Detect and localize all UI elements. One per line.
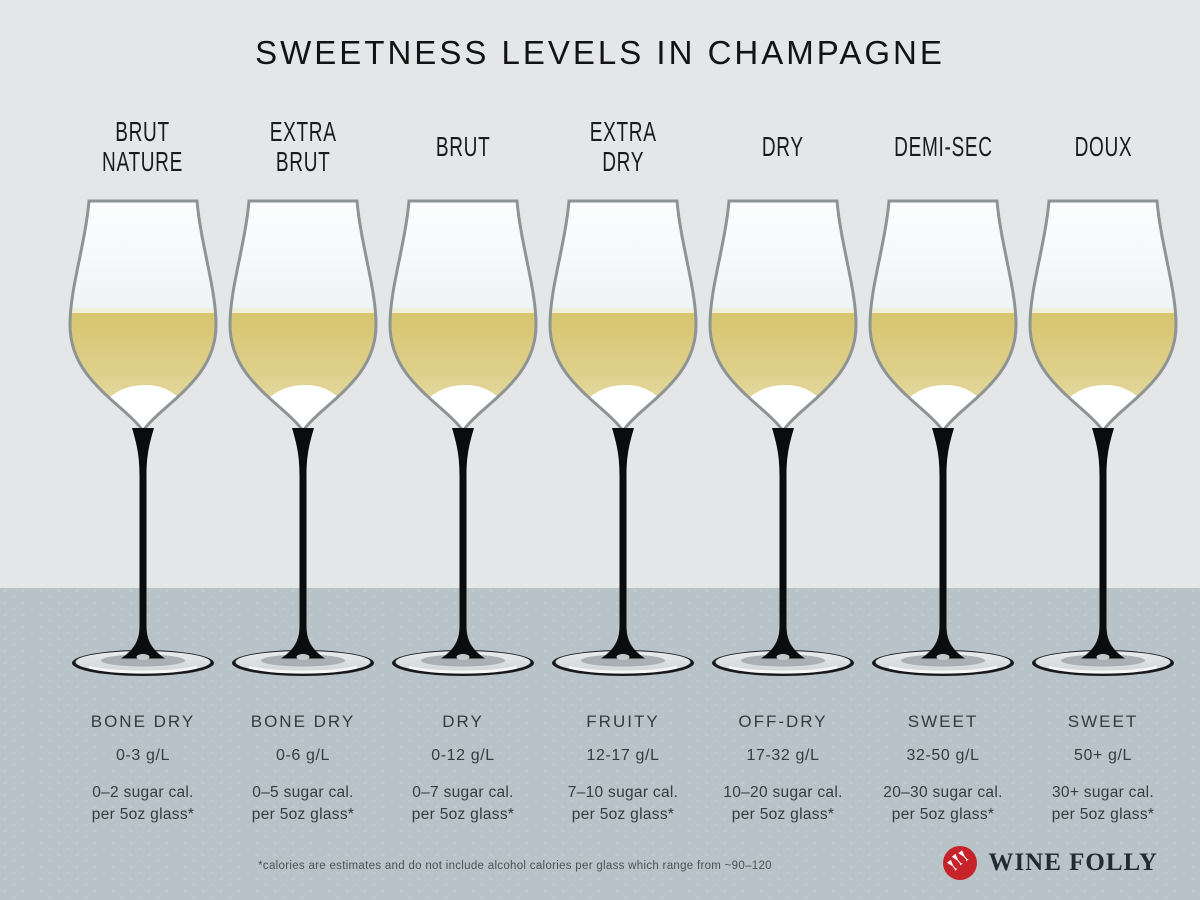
sugar-calories: 0–7 sugar cal. per 5oz glass* (411, 784, 515, 823)
sweetness-column: EXTRA BRUT (223, 0, 383, 900)
champagne-glass-icon (868, 199, 1018, 676)
sweetness-column: BRUT (383, 0, 543, 900)
sweetness-level-name: EXTRA BRUT (201, 116, 405, 178)
sweetness-level-name-text: BRUT (435, 131, 491, 162)
sugar-calories: 30+ sugar cal. per 5oz glass* (1051, 784, 1155, 823)
sugar-per-liter: 0-12 g/L (431, 747, 495, 764)
sweetness-level-name-text: DRY (762, 131, 804, 162)
sugar-per-liter: 32-50 g/L (906, 747, 980, 764)
sugar-calories: 10–20 sugar cal. per 5oz glass* (723, 784, 843, 823)
sweetness-level-name: BRUT (361, 116, 565, 178)
champagne-glass-icon (708, 199, 858, 676)
background-floor (0, 588, 1200, 900)
taste-descriptor: BONE DRY (250, 712, 356, 731)
sugar-per-liter: 50+ g/L (1073, 747, 1133, 764)
sweetness-column: DEMI-SEC (863, 0, 1023, 900)
taste-descriptor: BONE DRY (90, 712, 196, 731)
sugar-calories: 0–5 sugar cal. per 5oz glass* (251, 784, 355, 823)
brand-lockup: WINE FOLLY (942, 845, 1158, 881)
sweetness-level-name-text: DEMI-SEC (893, 131, 993, 162)
sweetness-level-name: BRUT NATURE (41, 116, 245, 178)
sweetness-level-name: DOUX (1001, 116, 1200, 178)
brand-name: WINE FOLLY (988, 849, 1158, 876)
sugar-per-liter: 0-3 g/L (115, 747, 170, 764)
taste-descriptor: OFF-DRY (738, 712, 828, 731)
champagne-glass-icon (1028, 199, 1178, 676)
sweetness-column: DRY (703, 0, 863, 900)
taste-descriptor: FRUITY (586, 712, 660, 731)
taste-descriptor: DRY (442, 712, 484, 731)
sweetness-column: EXTRA DRY (543, 0, 703, 900)
sweetness-level-name: DRY (681, 116, 885, 178)
sugar-calories: 0–2 sugar cal. per 5oz glass* (91, 784, 195, 823)
champagne-glass-icon (228, 199, 378, 676)
sugar-per-liter: 12-17 g/L (586, 747, 660, 764)
sweetness-level-name-text: BRUT NATURE (102, 116, 184, 177)
calories-footnote: *calories are estimates and do not inclu… (258, 860, 772, 872)
sweetness-level-name: DEMI-SEC (841, 116, 1045, 178)
champagne-glass-icon (68, 199, 218, 676)
taste-descriptor: SWEET (907, 712, 979, 731)
sweetness-level-name-text: DOUX (1074, 131, 1132, 162)
sweetness-column: BRUT NATURE (63, 0, 223, 900)
sugar-per-liter: 0-6 g/L (275, 747, 330, 764)
sugar-calories: 20–30 sugar cal. per 5oz glass* (883, 784, 1003, 823)
champagne-glass-icon (388, 199, 538, 676)
sugar-calories: 7–10 sugar cal. per 5oz glass* (567, 784, 679, 823)
sugar-per-liter: 17-32 g/L (746, 747, 820, 764)
wine-folly-logo-icon (943, 846, 978, 880)
sweetness-level-name: EXTRA DRY (521, 116, 725, 178)
sweetness-level-name-text: EXTRA BRUT (269, 116, 337, 177)
sweetness-level-name-text: EXTRA DRY (589, 116, 657, 177)
champagne-glass-icon (548, 199, 698, 676)
sweetness-column: DOUX (1023, 0, 1183, 900)
page-title: SWEETNESS LEVELS IN CHAMPAGNE (255, 34, 945, 71)
taste-descriptor: SWEET (1067, 712, 1139, 731)
